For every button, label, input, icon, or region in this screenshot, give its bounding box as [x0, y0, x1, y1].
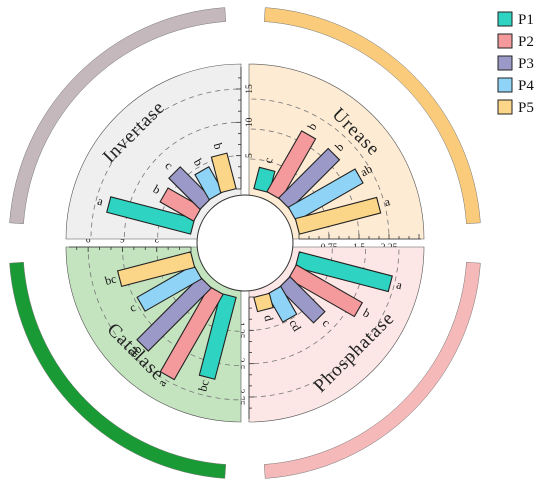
tick-label: 15 [245, 84, 255, 94]
bar-phosphatase-p2 [287, 264, 364, 318]
legend-swatch-p4 [497, 77, 513, 93]
legend-label: P5 [518, 100, 534, 116]
gridline [90, 88, 239, 237]
bar-catalase-p1 [198, 292, 237, 380]
panel-outer-ring [263, 7, 481, 225]
gridline [251, 98, 390, 237]
bar-invertase-p5 [210, 152, 237, 194]
bar-catalase-p4 [136, 264, 203, 312]
gridline [251, 249, 367, 365]
tick-label: 5 [245, 153, 255, 158]
center-hole [196, 194, 294, 292]
significance-letter: a [96, 194, 105, 209]
bar-invertase-p4 [194, 166, 224, 201]
legend-label: P2 [518, 34, 534, 50]
bar-phosphatase-p5 [253, 292, 274, 313]
bar-catalase-p3 [136, 275, 213, 352]
panel-outer-ring [263, 261, 481, 479]
bar-catalase-p5 [116, 251, 196, 288]
legend-label: P4 [518, 78, 534, 94]
bar-invertase-p3 [168, 166, 213, 211]
legend: P1 P2 P3 P4 P5 [497, 11, 534, 116]
significance-letter: bc [195, 378, 211, 392]
legend-label: P3 [518, 56, 534, 72]
significance-letter: bc [103, 271, 117, 287]
panel-outer-ring [9, 261, 227, 479]
significance-letter: c [127, 300, 139, 315]
bar-phosphatase-p1 [294, 251, 393, 293]
significance-letter: d [261, 313, 276, 322]
legend-swatch-p5 [497, 99, 513, 115]
gridline [87, 249, 239, 401]
significance-letter: c [261, 156, 276, 165]
gridline [123, 121, 239, 237]
tick-label: 10 [245, 117, 255, 127]
significance-letter: a [383, 194, 392, 209]
significance-letter: b [211, 141, 226, 150]
gridline [251, 249, 400, 398]
bar-phosphatase-p3 [277, 275, 326, 324]
bar-urease-p3 [277, 147, 341, 211]
panel-outer-ring [9, 7, 227, 225]
panel-phosphatase: 1.252.53.75abccddPhosphatase [235, 246, 481, 479]
bar-catalase-p2 [159, 285, 224, 381]
legend-swatch-p2 [497, 33, 513, 49]
bar-phosphatase-p4 [266, 285, 298, 323]
significance-letter: a [395, 277, 404, 292]
panel-catalase: 369bcaabcbcCatalase [9, 233, 242, 479]
bar-urease-p4 [287, 168, 364, 222]
legend-swatch-p3 [497, 55, 513, 71]
bar-invertase-p1 [106, 196, 196, 235]
bar-urease-p5 [294, 196, 382, 235]
bar-urease-p2 [266, 130, 317, 201]
bar-invertase-p2 [159, 187, 203, 222]
legend-label: P1 [518, 12, 534, 28]
legend-swatch-p1 [497, 11, 513, 27]
